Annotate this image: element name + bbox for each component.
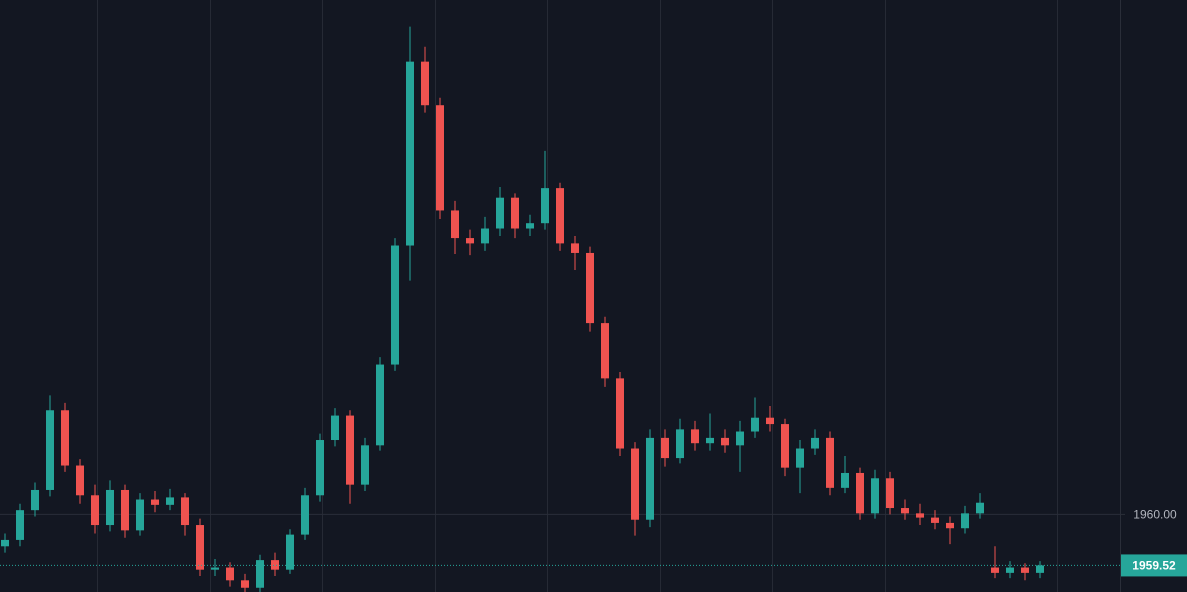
candle-body	[196, 525, 204, 570]
candle-body	[976, 502, 984, 514]
candle-body	[601, 323, 609, 379]
candle-body	[136, 499, 144, 531]
candle-body	[46, 410, 54, 490]
candle-body	[421, 61, 429, 106]
candle-body	[226, 567, 234, 581]
y-tick-label: 1960.00	[1133, 508, 1177, 522]
candle-body	[451, 210, 459, 239]
candle-body	[931, 517, 939, 523]
candle-body	[436, 105, 444, 211]
candle-body	[586, 252, 594, 324]
candle-body	[541, 188, 549, 224]
candle-body	[856, 472, 864, 514]
candle-body	[16, 510, 24, 540]
candle-body	[91, 495, 99, 526]
candle-body	[616, 378, 624, 449]
candle-body	[496, 197, 504, 229]
candle-body	[241, 580, 249, 588]
candle-body	[466, 238, 474, 244]
candle-body	[751, 417, 759, 432]
last-price-label: 1959.52	[1132, 559, 1176, 573]
candle-body	[181, 497, 189, 526]
last-price-badge	[1121, 554, 1187, 577]
candle-body	[871, 478, 879, 514]
candle-body	[796, 448, 804, 468]
candle-body	[526, 223, 534, 229]
candle-body	[676, 429, 684, 459]
candle-body	[961, 513, 969, 529]
candle-body	[916, 513, 924, 518]
candle-body	[346, 415, 354, 485]
candle-body	[511, 197, 519, 229]
candle-body	[721, 437, 729, 446]
candle-body	[106, 489, 114, 526]
candle-body	[481, 228, 489, 244]
candle-body	[211, 567, 219, 570]
candle-body	[406, 61, 414, 246]
candle-body	[781, 424, 789, 468]
candle-body	[946, 522, 954, 529]
candle-body	[76, 465, 84, 496]
candle-body	[556, 188, 564, 244]
candle-body	[631, 448, 639, 520]
candle-body	[271, 560, 279, 570]
candle-body	[1021, 567, 1029, 573]
candle-body	[841, 472, 849, 488]
candle-body	[646, 437, 654, 520]
candle-body	[331, 415, 339, 441]
candle-body	[361, 445, 369, 485]
candle-body	[811, 437, 819, 449]
candle-body	[1, 539, 9, 547]
candle-body	[151, 499, 159, 505]
candle-body	[31, 489, 39, 511]
candle-body	[826, 437, 834, 488]
candle-body	[766, 417, 774, 425]
candle-body	[1036, 565, 1044, 573]
candle-body	[571, 243, 579, 253]
candle-body	[256, 560, 264, 588]
candle-body	[166, 497, 174, 505]
candle-body	[661, 437, 669, 459]
candle-body	[301, 495, 309, 535]
candle-body	[991, 567, 999, 573]
candle-body	[61, 410, 69, 466]
candle-body	[316, 440, 324, 496]
candle-body	[286, 534, 294, 570]
candle-body	[886, 478, 894, 509]
candle-body	[736, 431, 744, 446]
candle-body	[1006, 567, 1014, 573]
candle-body	[391, 245, 399, 365]
candle-body	[706, 437, 714, 444]
candle-body	[901, 508, 909, 514]
candle-body	[376, 364, 384, 446]
candle-body	[691, 429, 699, 444]
candle-body	[121, 489, 129, 531]
